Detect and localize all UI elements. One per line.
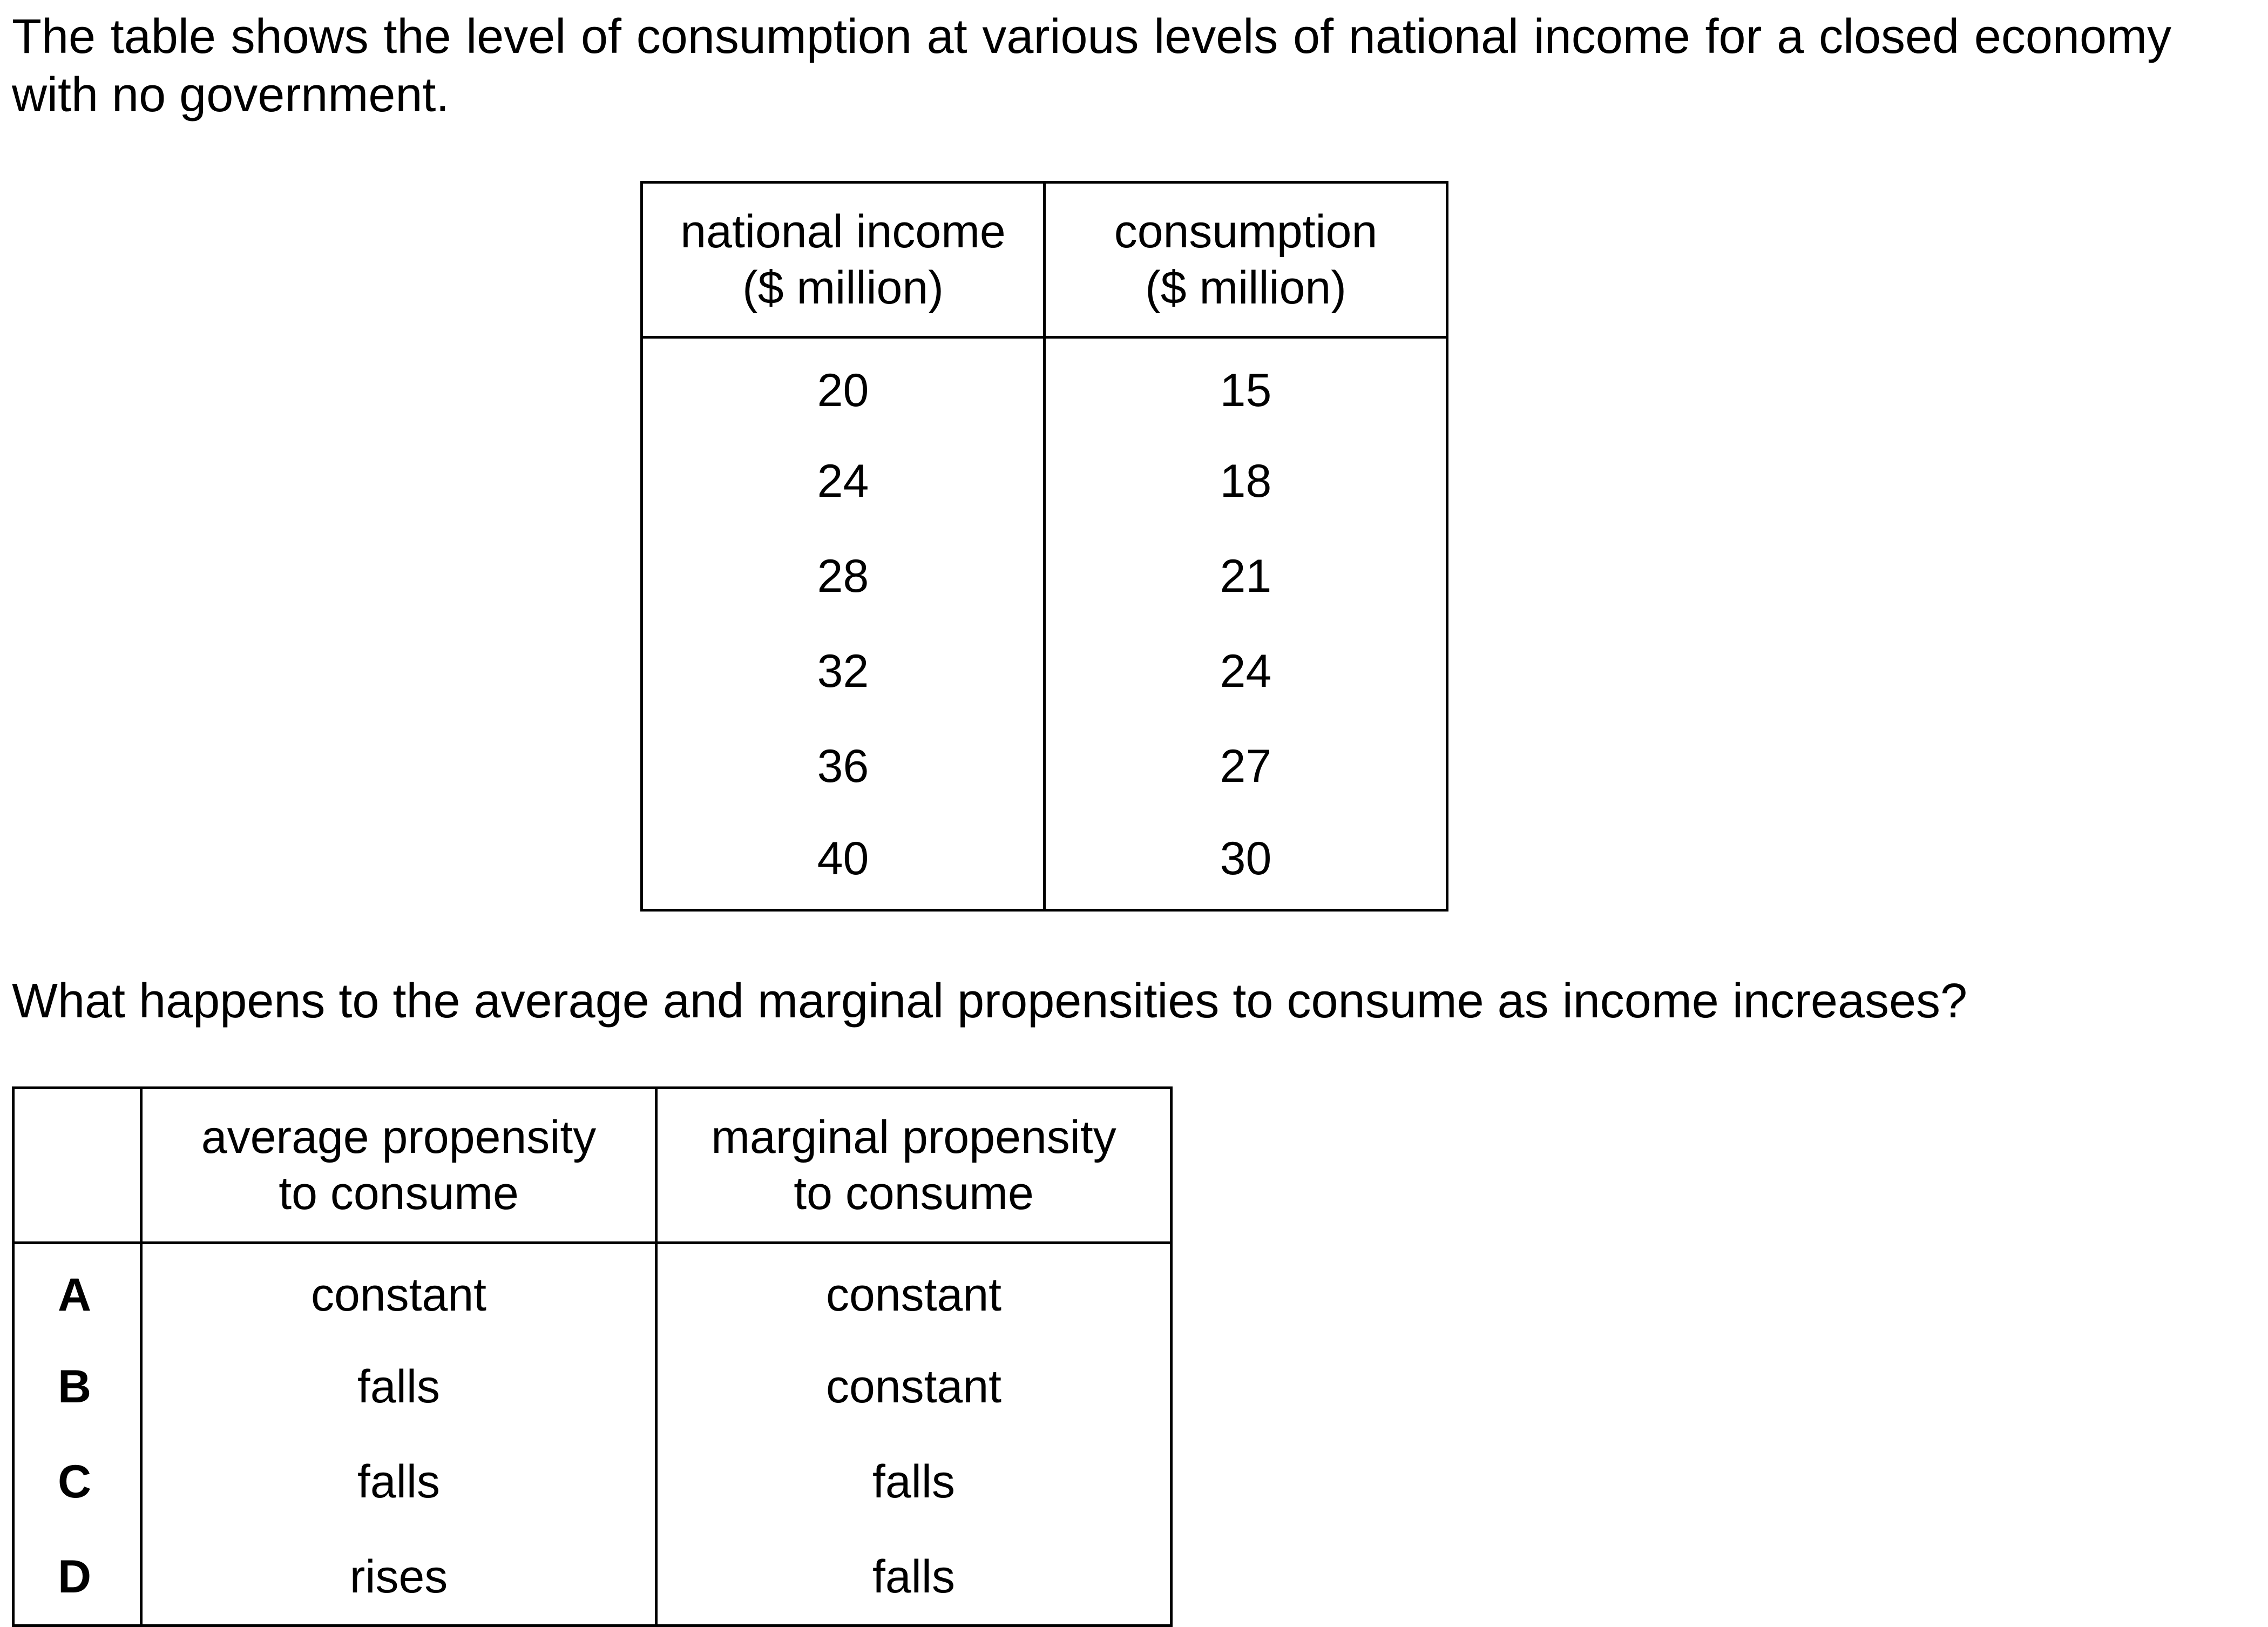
table-row: 40 30 — [640, 814, 1448, 910]
income-cell: 28 — [640, 529, 1046, 624]
header-line: consumption — [1114, 206, 1378, 258]
income-cell: 32 — [640, 624, 1046, 719]
header-national-income: national income ($ million) — [640, 181, 1046, 339]
table-row: 36 27 — [640, 719, 1448, 814]
consumption-cell: 18 — [1043, 434, 1448, 529]
option-row-a[interactable]: A constant constant — [12, 1243, 1173, 1339]
table-header-row: national income ($ million) consumption … — [640, 181, 1448, 339]
table-row: 28 21 — [640, 529, 1448, 624]
header-line: to consume — [279, 1167, 519, 1219]
mpc-cell: falls — [655, 1529, 1173, 1626]
intro-text: The table shows the level of consumption… — [12, 10, 2171, 122]
income-cell: 20 — [640, 337, 1046, 434]
header-unit: ($ million) — [742, 262, 944, 314]
income-cell: 36 — [640, 719, 1046, 814]
consumption-cell: 21 — [1043, 529, 1448, 624]
header-line: average propensity — [201, 1111, 597, 1163]
option-row-b[interactable]: B falls constant — [12, 1339, 1173, 1434]
apc-cell: rises — [140, 1529, 658, 1626]
header-marginal-propensity: marginal propensity to consume — [655, 1086, 1173, 1244]
apc-cell: falls — [140, 1339, 658, 1434]
option-key[interactable]: B — [12, 1339, 143, 1434]
consumption-cell: 27 — [1043, 719, 1448, 814]
header-unit: ($ million) — [1145, 262, 1346, 314]
table-row: 20 15 — [640, 337, 1448, 434]
consumption-cell: 15 — [1043, 337, 1448, 434]
header-line: to consume — [794, 1167, 1034, 1219]
mpc-cell: constant — [655, 1243, 1173, 1339]
mpc-cell: falls — [655, 1434, 1173, 1529]
header-line: national income — [680, 206, 1006, 258]
answer-options-table: average propensity to consume marginal p… — [12, 1086, 1173, 1627]
apc-cell: constant — [140, 1243, 658, 1339]
consumption-cell: 30 — [1043, 814, 1448, 910]
table-header-row: average propensity to consume marginal p… — [12, 1086, 1173, 1244]
option-key[interactable]: A — [12, 1243, 143, 1339]
header-line: marginal propensity — [711, 1111, 1116, 1163]
header-average-propensity: average propensity to consume — [140, 1086, 658, 1244]
option-row-d[interactable]: D rises falls — [12, 1529, 1173, 1626]
option-key[interactable]: C — [12, 1434, 143, 1529]
question-text: What happens to the average and marginal… — [12, 974, 1968, 1028]
mpc-cell: constant — [655, 1339, 1173, 1434]
header-consumption: consumption ($ million) — [1043, 181, 1448, 339]
income-cell: 24 — [640, 434, 1046, 529]
income-cell: 40 — [640, 814, 1046, 910]
table-row: 24 18 — [640, 434, 1448, 529]
consumption-cell: 24 — [1043, 624, 1448, 719]
option-key[interactable]: D — [12, 1529, 143, 1626]
table-row: 32 24 — [640, 624, 1448, 719]
income-consumption-table: national income ($ million) consumption … — [640, 181, 1448, 912]
header-option-key — [12, 1086, 143, 1244]
apc-cell: falls — [140, 1434, 658, 1529]
option-row-c[interactable]: C falls falls — [12, 1434, 1173, 1529]
